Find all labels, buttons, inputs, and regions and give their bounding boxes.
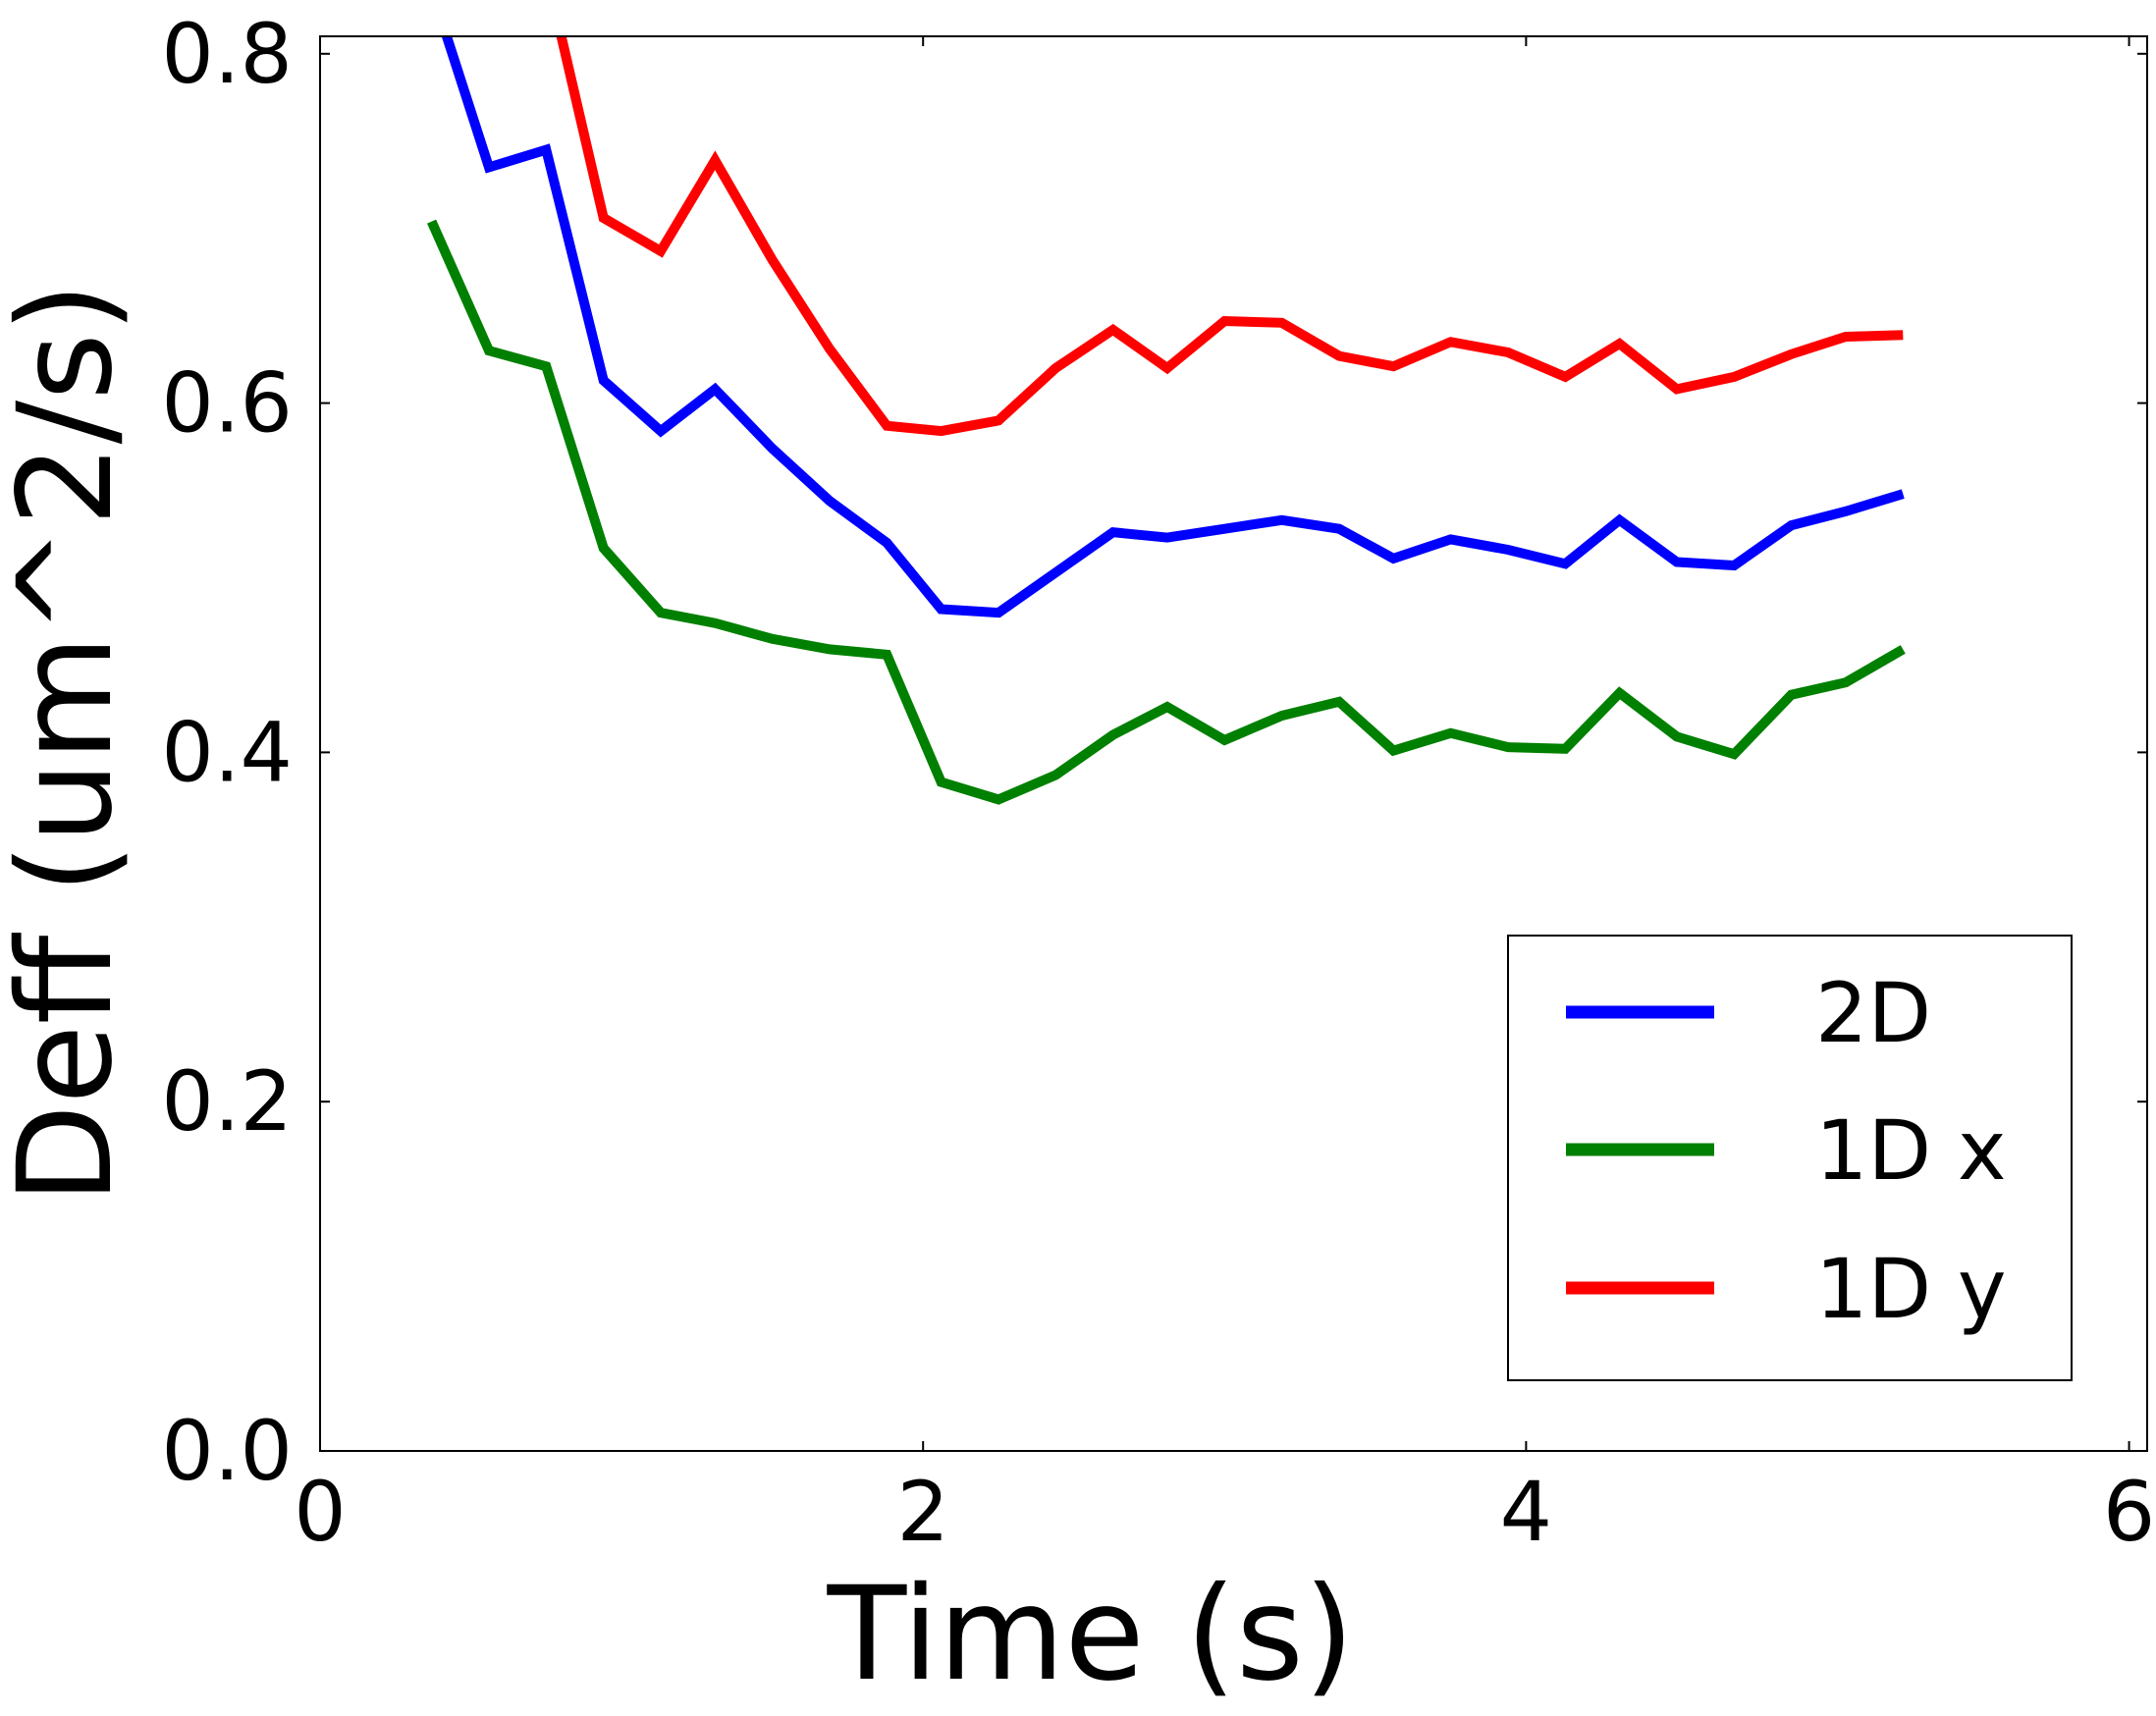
- x-tick-label: 0: [294, 1464, 346, 1560]
- y-tick-label: 0.4: [161, 704, 293, 800]
- series-layer: [427, 36, 1906, 805]
- series-line-1: [427, 219, 1906, 805]
- y-axis-title: Deff (um^2/s): [0, 283, 141, 1205]
- legend-label: 2D: [1815, 965, 1931, 1061]
- axis-ticks: 0 2 4 6 0.0 0.2 0.4 0.6 0.8: [161, 6, 2155, 1560]
- y-tick-label: 0.0: [161, 1403, 293, 1499]
- x-tick-label: 4: [1500, 1464, 1552, 1560]
- legend-label: 1D x: [1815, 1102, 2007, 1199]
- legend-label: 1D y: [1815, 1241, 2007, 1337]
- x-tick-label: 2: [896, 1464, 948, 1560]
- legend: 2D 1D x 1D y: [1507, 935, 2073, 1381]
- series-line-0: [441, 36, 1905, 618]
- plot-area-frame: [319, 35, 2148, 1452]
- series-line-2: [556, 36, 1904, 437]
- y-tick-label: 0.6: [161, 355, 293, 452]
- x-tick-label: 6: [2103, 1464, 2155, 1560]
- y-tick-label: 0.2: [161, 1053, 293, 1150]
- y-tick-label: 0.8: [161, 6, 293, 102]
- x-axis-title: Time (s): [827, 1559, 1355, 1710]
